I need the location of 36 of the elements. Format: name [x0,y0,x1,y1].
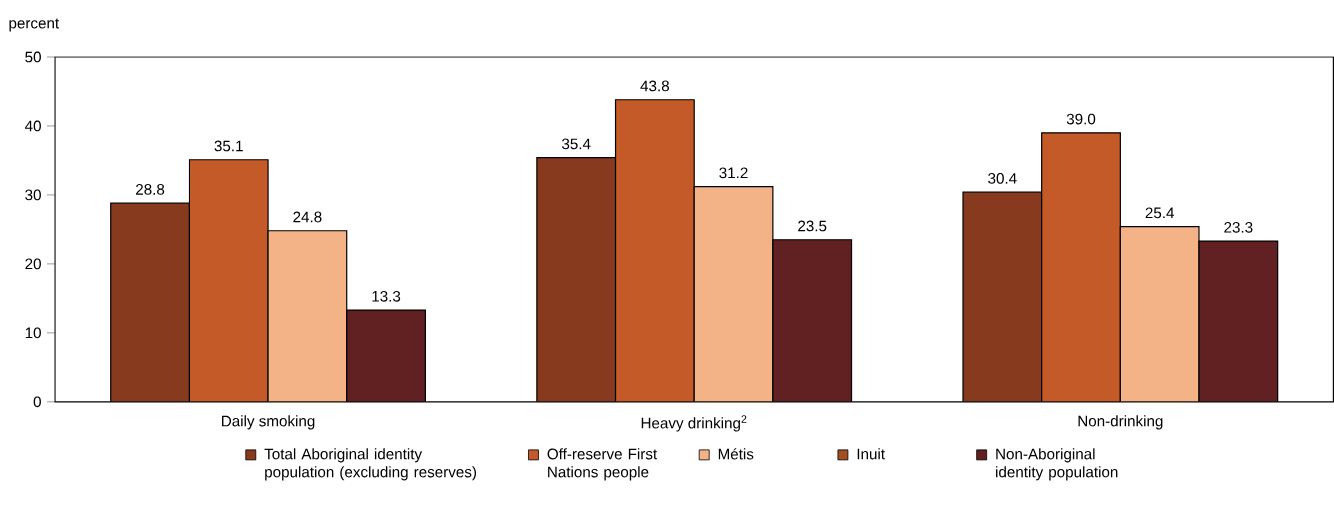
y-axis-title: percent [9,18,60,32]
bar [693,186,774,402]
data-label: 13.3 [372,291,401,302]
data-label: 35.4 [561,138,591,150]
bar [1119,226,1200,402]
bar [110,202,190,402]
y-tick-label: 40 [24,120,41,132]
y-tick-label: 0 [33,396,41,408]
data-label: 25.4 [1145,207,1175,219]
data-label: 23.5 [798,220,827,232]
data-label: 31.2 [719,167,748,179]
data-label: 39.0 [1066,113,1096,125]
y-tick-label: 20 [25,258,41,270]
x-tick-label: Daily smoking [222,415,315,430]
y-tick-label: 50 [25,51,41,63]
bar [536,157,617,402]
legend-label: Non-Aboriginal identity population [996,448,1118,481]
data-label: 28.8 [136,184,165,195]
bar [772,239,853,402]
data-label: 35.1 [214,140,243,152]
data-label: 30.4 [988,173,1017,184]
bar [1198,240,1279,402]
x-tick-label: Heavy drinking$^{2}$ [641,415,747,432]
legend-label: Métis [718,448,754,460]
y-tick-label: 10 [25,327,41,339]
data-label: 24.8 [293,211,322,223]
bar [267,230,348,402]
bar [346,309,426,402]
data-label: 23.3 [1224,222,1253,233]
x-tick-label: Non-drinking [1078,415,1163,430]
legend-label: Total Aboriginal identity population (excluding reserves) [264,448,476,481]
legend-label: Inuit [857,448,885,460]
y-tick-label: 30 [25,189,41,201]
legend-label: Off-reserve First Nations people [547,448,658,481]
data-label: 43.8 [640,80,670,92]
bar [962,191,1043,402]
